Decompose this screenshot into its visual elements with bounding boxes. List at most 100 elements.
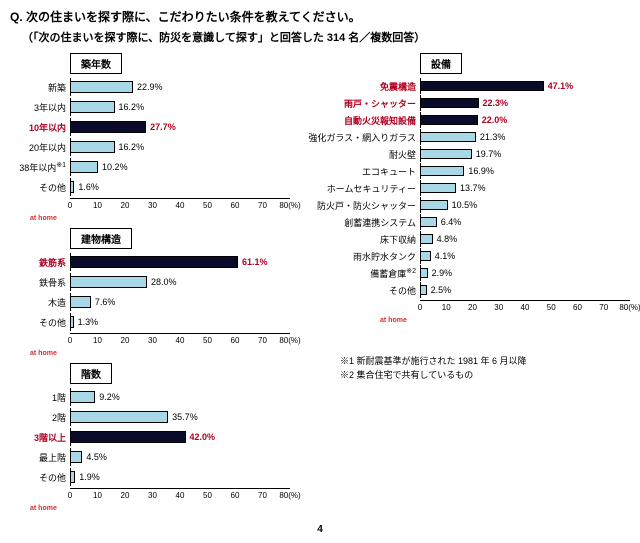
bar — [420, 268, 428, 278]
bar-label: 免震構造 — [300, 80, 420, 93]
bar-row: 雨戸・シャッター 22.3% — [300, 95, 630, 111]
bar — [420, 81, 544, 91]
axis-tick: 60 — [231, 491, 240, 500]
bar-row: 耐火壁 19.7% — [300, 146, 630, 162]
bar-row: 10年以内 27.7% — [10, 118, 290, 136]
right-column: 設備 免震構造 47.1% 雨戸・シャッター 22.3% 自動火災報知設備 22… — [300, 53, 630, 518]
bar-value: 16.2% — [119, 102, 145, 112]
bar-label: 3階以上 — [10, 431, 70, 444]
brand-label: at home — [30, 350, 290, 357]
axis-tick: 0 — [418, 303, 422, 312]
bar — [420, 149, 472, 159]
bar-row: 3年以内 16.2% — [10, 98, 290, 116]
axis-tick: 40 — [521, 303, 530, 312]
bar — [420, 183, 456, 193]
axis-tick: 80(%) — [279, 336, 300, 345]
bar-track: 22.9% — [70, 78, 290, 96]
bar-row: 最上階 4.5% — [10, 448, 290, 466]
bar — [420, 234, 433, 244]
bar-track: 47.1% — [420, 78, 630, 94]
axis-tick: 0 — [68, 491, 72, 500]
bar-track: 2.5% — [420, 282, 630, 298]
x-axis: 01020304050607080(%) — [70, 488, 290, 503]
bar-row: 免震構造 47.1% — [300, 78, 630, 94]
bar-track: 1.6% — [70, 178, 290, 196]
bar — [70, 411, 168, 423]
bar-track: 4.1% — [420, 248, 630, 264]
bar-label: 鉄骨系 — [10, 276, 70, 289]
bar-value: 6.4% — [441, 217, 462, 227]
axis-tick: 30 — [148, 491, 157, 500]
bar-label: その他 — [10, 316, 70, 329]
brand-label: at home — [380, 317, 630, 324]
axis-tick: 80(%) — [279, 491, 300, 500]
axis-tick: 20 — [121, 201, 130, 210]
bar-track: 10.2% — [70, 158, 290, 176]
bar-row: 1階 9.2% — [10, 388, 290, 406]
axis-tick: 30 — [494, 303, 503, 312]
bar-label: 雨水貯水タンク — [300, 250, 420, 263]
axis-tick: 70 — [599, 303, 608, 312]
bar-track: 4.8% — [420, 231, 630, 247]
bar — [420, 98, 479, 108]
bar — [420, 217, 437, 227]
bar-value: 22.9% — [137, 82, 163, 92]
bar-value: 4.8% — [437, 234, 458, 244]
bar-label: その他 — [10, 181, 70, 194]
bar — [70, 101, 115, 113]
axis-tick: 50 — [203, 336, 212, 345]
bar-track: 19.7% — [420, 146, 630, 162]
axis-tick: 60 — [231, 336, 240, 345]
bar-value: 35.7% — [172, 412, 198, 422]
chart-floors: 階数 1階 9.2% 2階 35.7% 3階以上 42.0% 最上階 — [10, 363, 290, 512]
x-axis: 01020304050607080(%) — [70, 198, 290, 213]
x-axis: 01020304050607080(%) — [420, 300, 630, 315]
bar-value: 1.3% — [78, 317, 99, 327]
axis-tick: 40 — [176, 491, 185, 500]
left-column: 築年数 新築 22.9% 3年以内 16.2% 10年以内 27.7% 20年以… — [10, 53, 290, 518]
bar-value: 10.5% — [452, 200, 478, 210]
bar-track: 16.2% — [70, 138, 290, 156]
bar-track: 2.9% — [420, 265, 630, 281]
axis-tick: 50 — [203, 491, 212, 500]
chart-plot: 1階 9.2% 2階 35.7% 3階以上 42.0% 最上階 — [10, 388, 290, 486]
bar-row: 床下収納 4.8% — [300, 231, 630, 247]
axis-tick: 80(%) — [619, 303, 640, 312]
bar-label: 新築 — [10, 81, 70, 94]
bar-value: 1.9% — [79, 472, 100, 482]
bar-track: 21.3% — [420, 129, 630, 145]
bar-row: ホームセキュリティー 13.7% — [300, 180, 630, 196]
axis-tick: 10 — [93, 201, 102, 210]
bar-track: 28.0% — [70, 273, 290, 291]
bar-label: 創蓄連携システム — [300, 216, 420, 229]
bar — [70, 431, 186, 443]
bar — [70, 141, 115, 153]
bar-value: 42.0% — [190, 432, 216, 442]
axis-tick: 70 — [258, 336, 267, 345]
question-subtitle: （「次の住まいを探す際に、防災を意識して探す」と回答した 314 名／複数回答） — [22, 29, 630, 45]
bar-track: 10.5% — [420, 197, 630, 213]
bar-label: 鉄筋系 — [10, 256, 70, 269]
bar-track: 7.6% — [70, 293, 290, 311]
axis-tick: 30 — [148, 336, 157, 345]
bar-track: 22.0% — [420, 112, 630, 128]
chart-title: 築年数 — [70, 53, 122, 74]
bar-row: 2階 35.7% — [10, 408, 290, 426]
bar-row: 創蓄連携システム 6.4% — [300, 214, 630, 230]
bar-track: 13.7% — [420, 180, 630, 196]
chart-structure: 建物構造 鉄筋系 61.1% 鉄骨系 28.0% 木造 7.6% その他 — [10, 228, 290, 357]
bar-label: 雨戸・シャッター — [300, 97, 420, 110]
bar-value: 22.3% — [483, 98, 509, 108]
bar-value: 21.3% — [480, 132, 506, 142]
bar-label: 3年以内 — [10, 101, 70, 114]
axis-tick: 20 — [121, 491, 130, 500]
bar-row: その他 1.6% — [10, 178, 290, 196]
axis-tick: 60 — [573, 303, 582, 312]
bar-label: 10年以内 — [10, 121, 70, 134]
bar-value: 27.7% — [150, 122, 176, 132]
axis-tick: 50 — [203, 201, 212, 210]
bar-label: 最上階 — [10, 451, 70, 464]
bar-label: 木造 — [10, 296, 70, 309]
bar — [420, 200, 448, 210]
axis-tick: 80(%) — [279, 201, 300, 210]
